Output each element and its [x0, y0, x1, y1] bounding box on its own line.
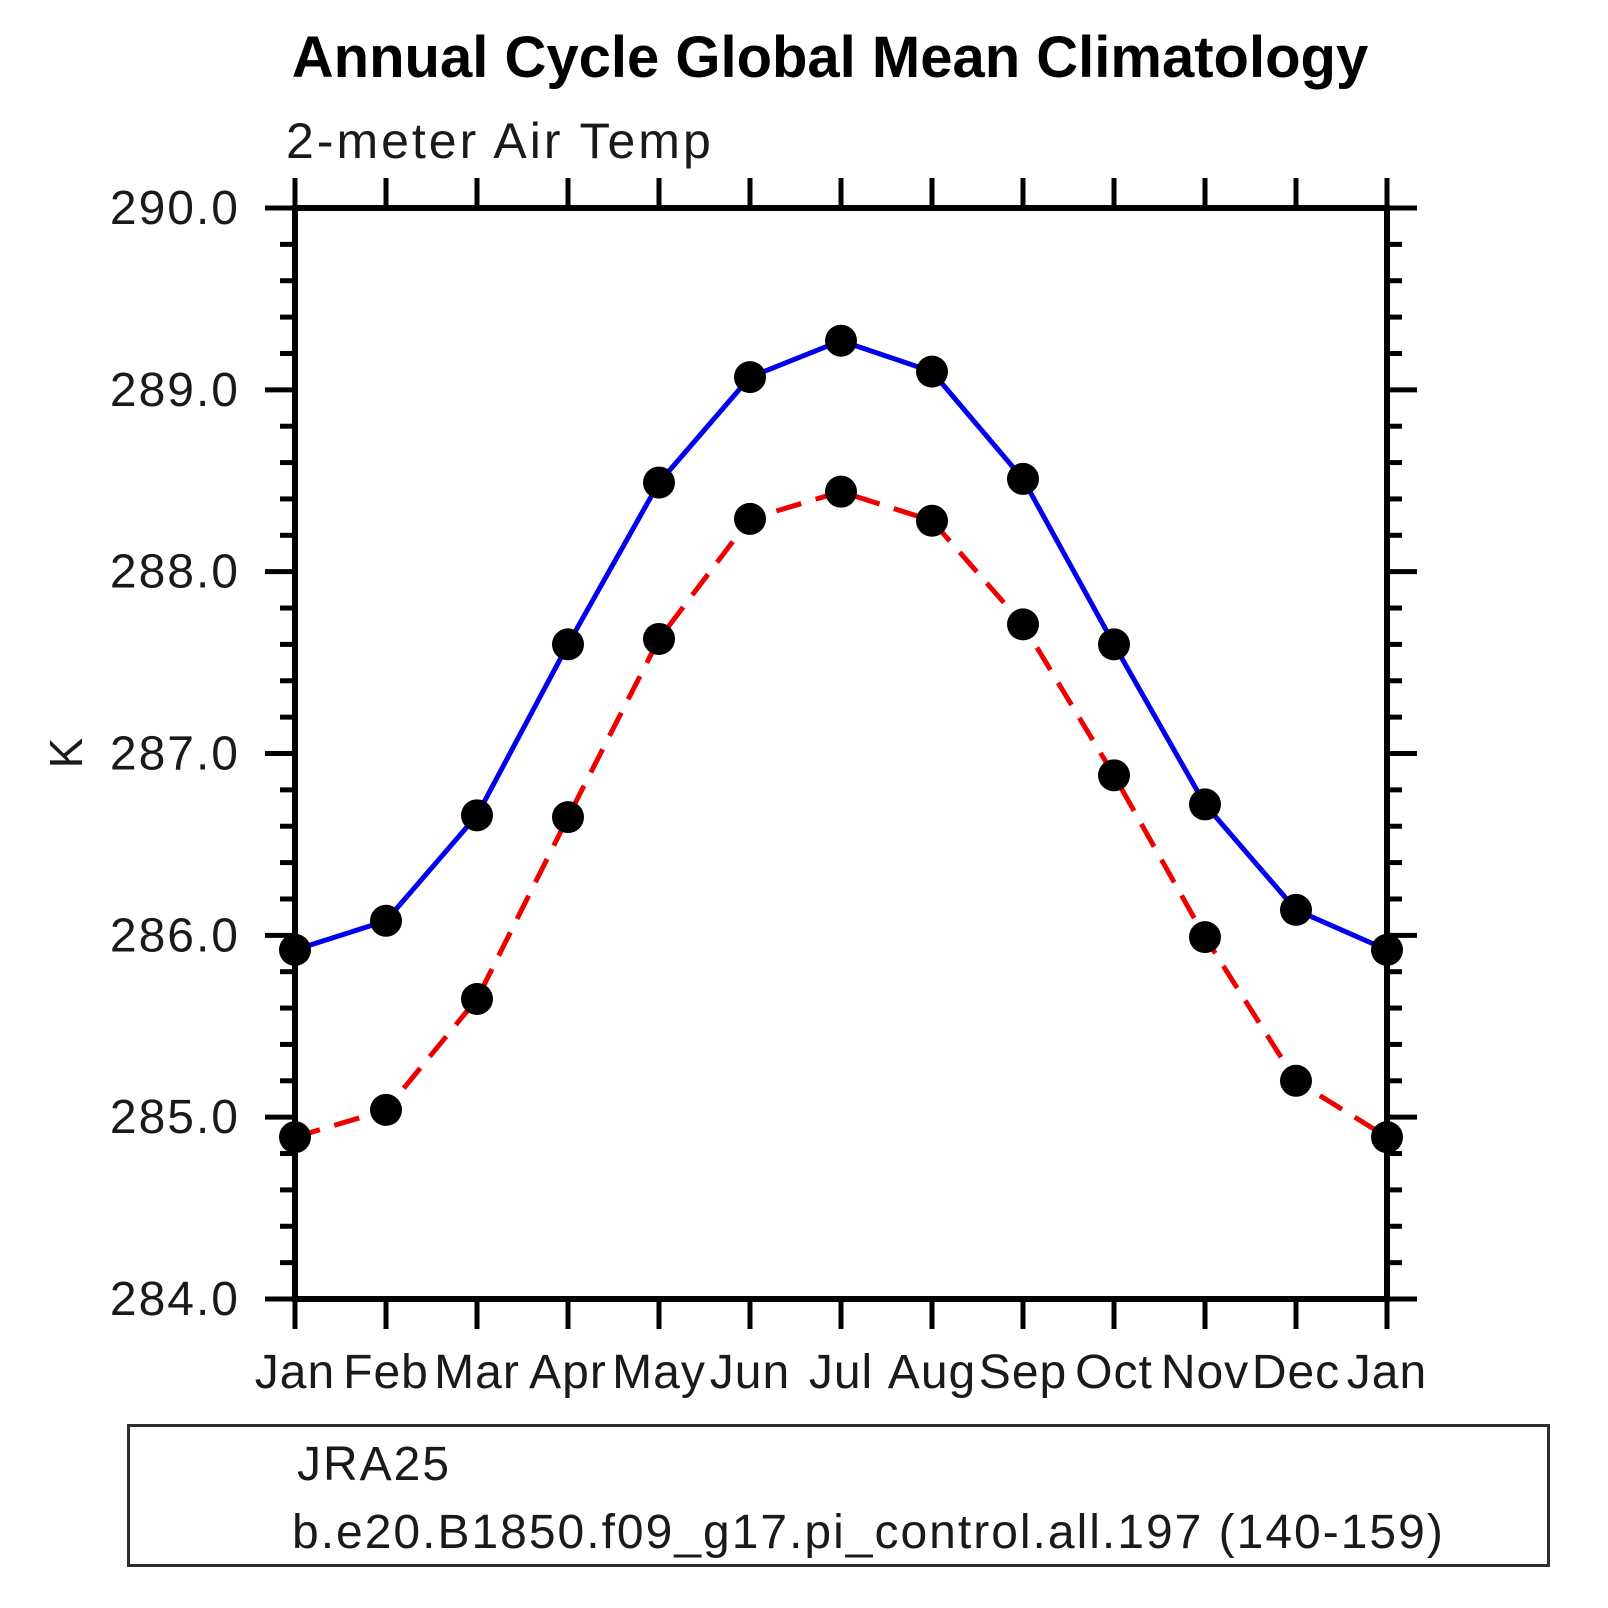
data-point — [461, 799, 493, 832]
y-tick-label: 284.0 — [110, 1273, 240, 1326]
x-tick-label: Jan — [255, 1346, 335, 1399]
data-point — [1189, 788, 1221, 821]
data-point — [370, 1093, 402, 1126]
data-point — [916, 504, 948, 537]
data-point — [825, 324, 857, 357]
chart-title: Annual Cycle Global Mean Climatology — [291, 25, 1369, 90]
x-axis-labels: Jan Feb Mar Apr May Jun Jul Aug Sep Oct Nov Dec Jan — [255, 1346, 1427, 1399]
data-point — [916, 355, 948, 388]
x-tick-label: Dec — [1252, 1346, 1340, 1399]
data-point — [1007, 608, 1039, 641]
series-line-model — [294, 489, 1389, 1140]
data-point — [370, 904, 402, 937]
x-tick-label: Jan — [1347, 1346, 1427, 1399]
legend-entry-jra25-label: JRA25 — [297, 1438, 452, 1491]
axis-frame — [292, 205, 1390, 1302]
data-point — [734, 361, 766, 394]
data-point-markers — [279, 324, 1403, 1154]
data-point — [643, 622, 675, 655]
x-tick-label: Jul — [809, 1346, 873, 1399]
x-tick-label: Feb — [343, 1346, 429, 1399]
x-tick-label: Jun — [710, 1346, 790, 1399]
y-tick-label: 290.0 — [110, 182, 240, 235]
data-point — [1280, 893, 1312, 926]
data-point — [643, 466, 675, 499]
data-point — [1098, 628, 1130, 661]
data-point — [1280, 1064, 1312, 1097]
legend-box — [127, 1424, 1550, 1567]
data-point — [1007, 462, 1039, 495]
y-axis-ticks — [265, 205, 1417, 1302]
y-tick-label: 285.0 — [110, 1091, 240, 1144]
data-point — [1189, 921, 1221, 954]
y-axis-unit-label: K — [40, 737, 92, 769]
chart-subtitle: 2-meter Air Temp — [286, 113, 714, 169]
data-point — [552, 628, 584, 661]
x-tick-label: Oct — [1075, 1346, 1153, 1399]
data-point — [734, 502, 766, 535]
y-tick-label: 289.0 — [110, 364, 240, 417]
data-point — [1098, 759, 1130, 792]
x-tick-label: Sep — [979, 1346, 1067, 1399]
x-axis-ticks — [292, 178, 1390, 1329]
x-tick-label: Apr — [529, 1346, 607, 1399]
x-tick-label: May — [612, 1346, 706, 1399]
y-tick-label: 287.0 — [110, 728, 240, 781]
series-lines — [294, 338, 1389, 1140]
series-line-jra25 — [294, 338, 1389, 953]
x-tick-label: Aug — [888, 1346, 976, 1399]
data-point — [825, 475, 857, 508]
legend-entry-model-label: b.e20.B1850.f09_g17.pi_control.all.197 (… — [292, 1506, 1445, 1559]
x-tick-label: Nov — [1161, 1346, 1249, 1399]
y-tick-label: 286.0 — [110, 909, 240, 962]
x-tick-label: Mar — [434, 1346, 520, 1399]
data-point — [461, 982, 493, 1015]
y-tick-label: 288.0 — [110, 546, 240, 599]
y-axis-labels: 290.0 289.0 288.0 287.0 286.0 285.0 284.0 — [110, 182, 240, 1326]
data-point — [552, 801, 584, 834]
